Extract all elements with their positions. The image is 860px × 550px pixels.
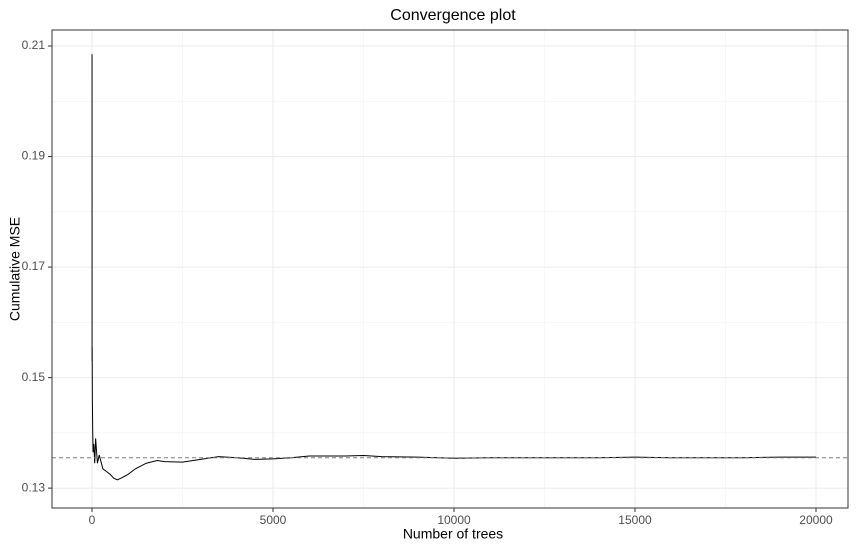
y-tick-label: 0.15	[22, 370, 46, 384]
y-tick-label: 0.17	[22, 259, 46, 273]
x-tick-label: 5000	[260, 513, 287, 527]
y-axis-title: Cumulative MSE	[7, 217, 23, 321]
x-tick-label: 0	[89, 513, 96, 527]
x-tick-label: 10000	[437, 513, 471, 527]
x-tick-label: 15000	[618, 513, 652, 527]
chart-title: Convergence plot	[390, 7, 516, 24]
x-tick-label: 20000	[799, 513, 833, 527]
panel-border	[51, 29, 849, 509]
y-tick-label: 0.21	[22, 38, 46, 52]
y-tick-label: 0.13	[22, 480, 46, 494]
x-axis-title: Number of trees	[403, 526, 503, 542]
y-tick-label: 0.19	[22, 149, 46, 163]
